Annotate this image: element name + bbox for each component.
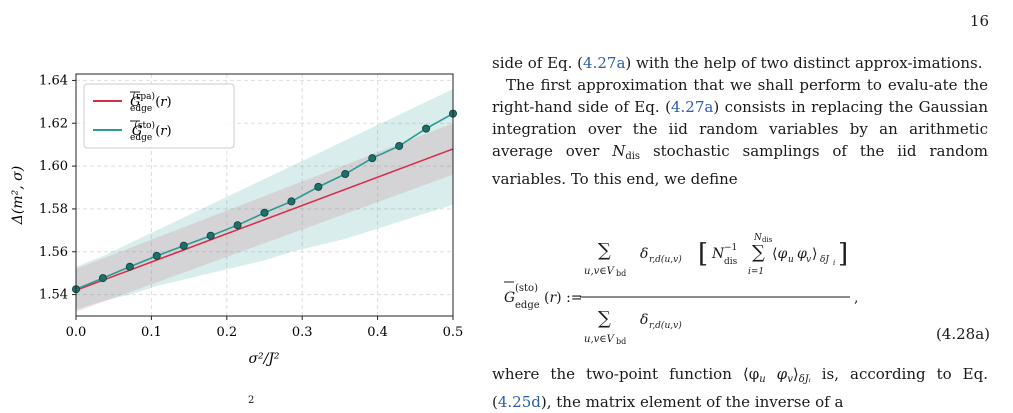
svg-text:φ: φ <box>797 246 807 262</box>
confidence-band-0 <box>76 123 453 312</box>
data-point <box>422 124 431 133</box>
svg-text:u: u <box>788 255 794 265</box>
chart: 0.0 0.1 0.2 0.3 0.4 0.5 1.54 1.56 1.58 1.60 1.62 1.… <box>10 73 463 367</box>
svg-text:N: N <box>753 233 763 243</box>
x-tick-label: 0.1 <box>141 325 162 340</box>
data-point <box>314 182 323 191</box>
body-text: side of Eq. (4.27a) with the help of two… <box>492 52 988 190</box>
data-point <box>341 170 350 179</box>
svg-text:⟨φ: ⟨φ <box>772 246 787 262</box>
eq-ref-4-27a-second[interactable]: 4.27a <box>670 98 714 116</box>
svg-text:dis: dis <box>724 257 738 267</box>
x-tick-label: 0.2 <box>216 325 237 340</box>
svg-text:[: [ <box>698 239 708 269</box>
x-axis-label: σ²/J² <box>248 351 279 367</box>
svg-text:bd: bd <box>616 269 626 278</box>
legend-label-sto: G(sto) edge (r) <box>130 120 172 143</box>
svg-text:δ: δ <box>640 312 648 328</box>
svg-text:edge: edge <box>515 300 540 311</box>
y-tick-label: 1.62 <box>39 116 68 131</box>
x-tick-label: 0.0 <box>66 325 87 340</box>
svg-text:r,d(u,v): r,d(u,v) <box>649 320 682 331</box>
plot-frame <box>75 73 454 317</box>
svg-text:∑: ∑ <box>598 308 611 329</box>
legend: G(rpa) edge (r) G(sto) edge (r) <box>83 83 235 149</box>
eq-ref-4-25d[interactable]: 4.25d <box>497 393 541 411</box>
tick-labels: 0.0 0.1 0.2 0.3 0.4 0.5 1.54 1.56 1.58 1.60 1.62 1.… <box>39 73 463 340</box>
y-axis-label: Δ(m², σ) <box>10 166 26 225</box>
svg-text:N: N <box>711 246 725 262</box>
svg-text:(r) :=: (r) := <box>544 290 583 306</box>
svg-text:dis: dis <box>762 236 773 244</box>
paragraph-1: side of Eq. (4.27a) with the help of two… <box>492 54 983 72</box>
y-tick-label: 1.60 <box>39 159 68 174</box>
x-tick-label: 0.4 <box>367 325 388 340</box>
data-point <box>260 208 269 217</box>
svg-text:⟩: ⟩ <box>812 246 817 262</box>
paragraph-2: The first approximation that we shall pe… <box>492 76 988 188</box>
svg-text:v: v <box>806 255 811 265</box>
data-point <box>206 231 215 240</box>
eq-ref-4-27a[interactable]: 4.27a <box>583 54 626 72</box>
svg-text:,: , <box>854 290 858 306</box>
svg-text:i=1: i=1 <box>748 267 764 277</box>
data-point <box>287 197 296 206</box>
series-line-0 <box>76 148 453 292</box>
legend-label-rpa: G(rpa) edge (r) <box>130 91 172 114</box>
caption-fragment: 2 <box>248 395 255 406</box>
x-tick-label: 0.3 <box>292 325 313 340</box>
y-tick-label: 1.54 <box>39 288 68 303</box>
svg-text:i: i <box>833 259 835 267</box>
chart-markers <box>72 109 457 294</box>
svg-text:−1: −1 <box>724 243 737 253</box>
x-tick-label: 0.5 <box>443 325 464 340</box>
svg-text:(sto): (sto) <box>515 283 538 294</box>
data-point <box>125 262 134 271</box>
svg-text:∑: ∑ <box>598 240 611 261</box>
equation-number: (4.28a) <box>935 325 990 343</box>
svg-text:δ: δ <box>640 246 648 262</box>
svg-text:bd: bd <box>616 337 626 346</box>
page-number: 16 <box>969 12 989 30</box>
svg-text:G: G <box>504 290 515 306</box>
y-tick-label: 1.64 <box>39 73 68 88</box>
data-point <box>179 241 188 250</box>
equation-4-28a: G (sto) edge (r) := ∑ u,v∈V bd δ r,d(u,v… <box>500 228 990 348</box>
svg-text:r,d(u,v): r,d(u,v) <box>649 254 682 265</box>
data-point <box>152 251 161 260</box>
y-tick-label: 1.56 <box>39 245 68 260</box>
svg-text:δJ: δJ <box>820 255 830 265</box>
svg-text:u,v∈V: u,v∈V <box>584 266 616 277</box>
svg-text:∑: ∑ <box>752 242 765 263</box>
data-point <box>233 221 242 230</box>
svg-text:u,v∈V: u,v∈V <box>584 334 616 345</box>
data-point <box>395 141 404 150</box>
y-tick-label: 1.58 <box>39 202 68 217</box>
paragraph-3: where the two-point function ⟨φu φv⟩δJᵢ … <box>492 365 988 411</box>
svg-text:]: ] <box>838 239 848 269</box>
data-point <box>368 154 377 163</box>
data-point <box>98 274 107 283</box>
